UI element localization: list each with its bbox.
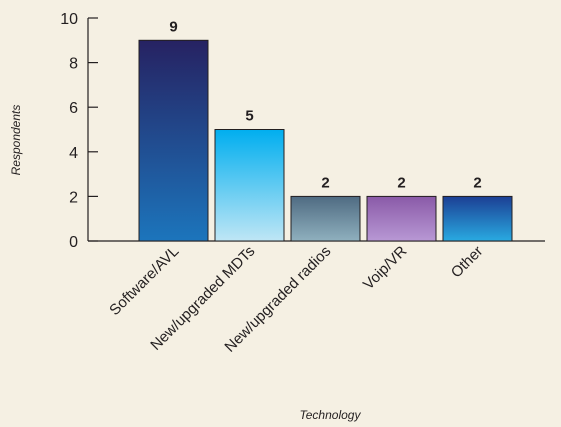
y-tick-label: 10 — [60, 11, 78, 28]
y-tick-label: 0 — [69, 234, 78, 251]
bar-data-label: 2 — [397, 174, 405, 191]
bar — [214, 129, 285, 242]
y-axis-title: Respondents — [9, 105, 23, 176]
y-tick-label: 4 — [69, 145, 78, 162]
x-category-label: Software/AVL — [106, 243, 182, 319]
bar — [366, 195, 437, 242]
y-tick-label: 6 — [69, 100, 78, 117]
bar-data-label: 2 — [321, 174, 329, 191]
x-axis-title: Technology — [300, 408, 362, 422]
x-category-label: Other — [448, 243, 487, 282]
y-axis-ticks: 0 2 4 6 8 10 — [60, 11, 98, 251]
data-labels: 9 5 2 2 2 — [169, 18, 481, 191]
bar — [442, 195, 513, 242]
bar-data-label: 9 — [169, 18, 177, 35]
bar-data-label: 2 — [473, 174, 481, 191]
y-tick-label: 2 — [69, 189, 78, 206]
x-category-label: Voip/VR — [360, 243, 410, 293]
y-tick-label: 8 — [69, 56, 78, 73]
bar — [290, 195, 361, 242]
bar-data-label: 5 — [245, 108, 253, 125]
bar — [138, 39, 209, 242]
bars — [138, 39, 513, 242]
